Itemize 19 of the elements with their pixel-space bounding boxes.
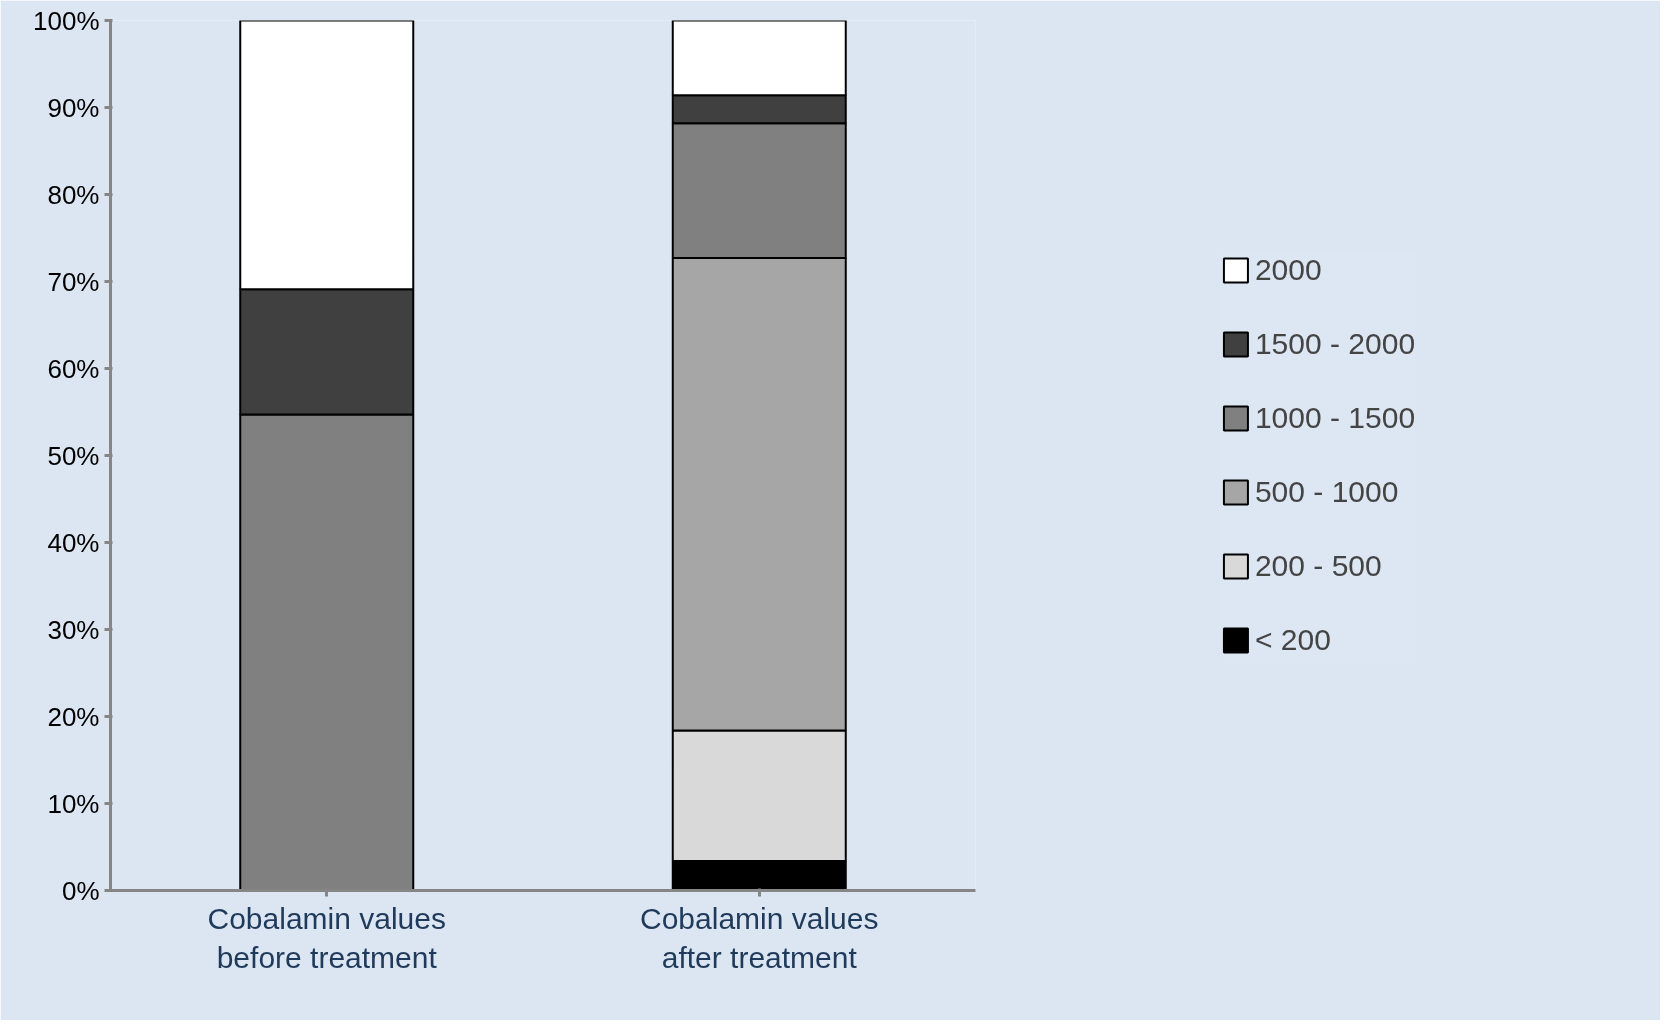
x-tick-label: Cobalamin values after treatment (640, 901, 879, 975)
y-tick-label: 40% (47, 527, 100, 558)
y-tick-label: 80% (47, 179, 100, 210)
legend-label: 500 - 1000 (1254, 475, 1399, 509)
y-tick-label: 50% (47, 440, 100, 471)
y-tick-label: 0% (61, 875, 100, 906)
legend-label: 200 - 500 (1254, 549, 1382, 583)
x-tick-label: Cobalamin values before treatment (207, 901, 446, 975)
y-tick-label: 10% (47, 788, 100, 819)
y-tick-label: 30% (47, 614, 100, 645)
y-tick-label: 90% (47, 92, 100, 123)
legend-label: 1000 - 1500 (1254, 401, 1416, 435)
y-tick-label: 60% (47, 353, 100, 384)
y-tick-label: 20% (47, 701, 100, 732)
legend-label: 1500 - 2000 (1254, 327, 1416, 361)
y-tick-label: 100% (33, 5, 100, 36)
legend-label: 2000 (1254, 253, 1322, 287)
y-tick-label: 70% (47, 266, 100, 297)
legend-label: < 200 (1254, 623, 1331, 657)
